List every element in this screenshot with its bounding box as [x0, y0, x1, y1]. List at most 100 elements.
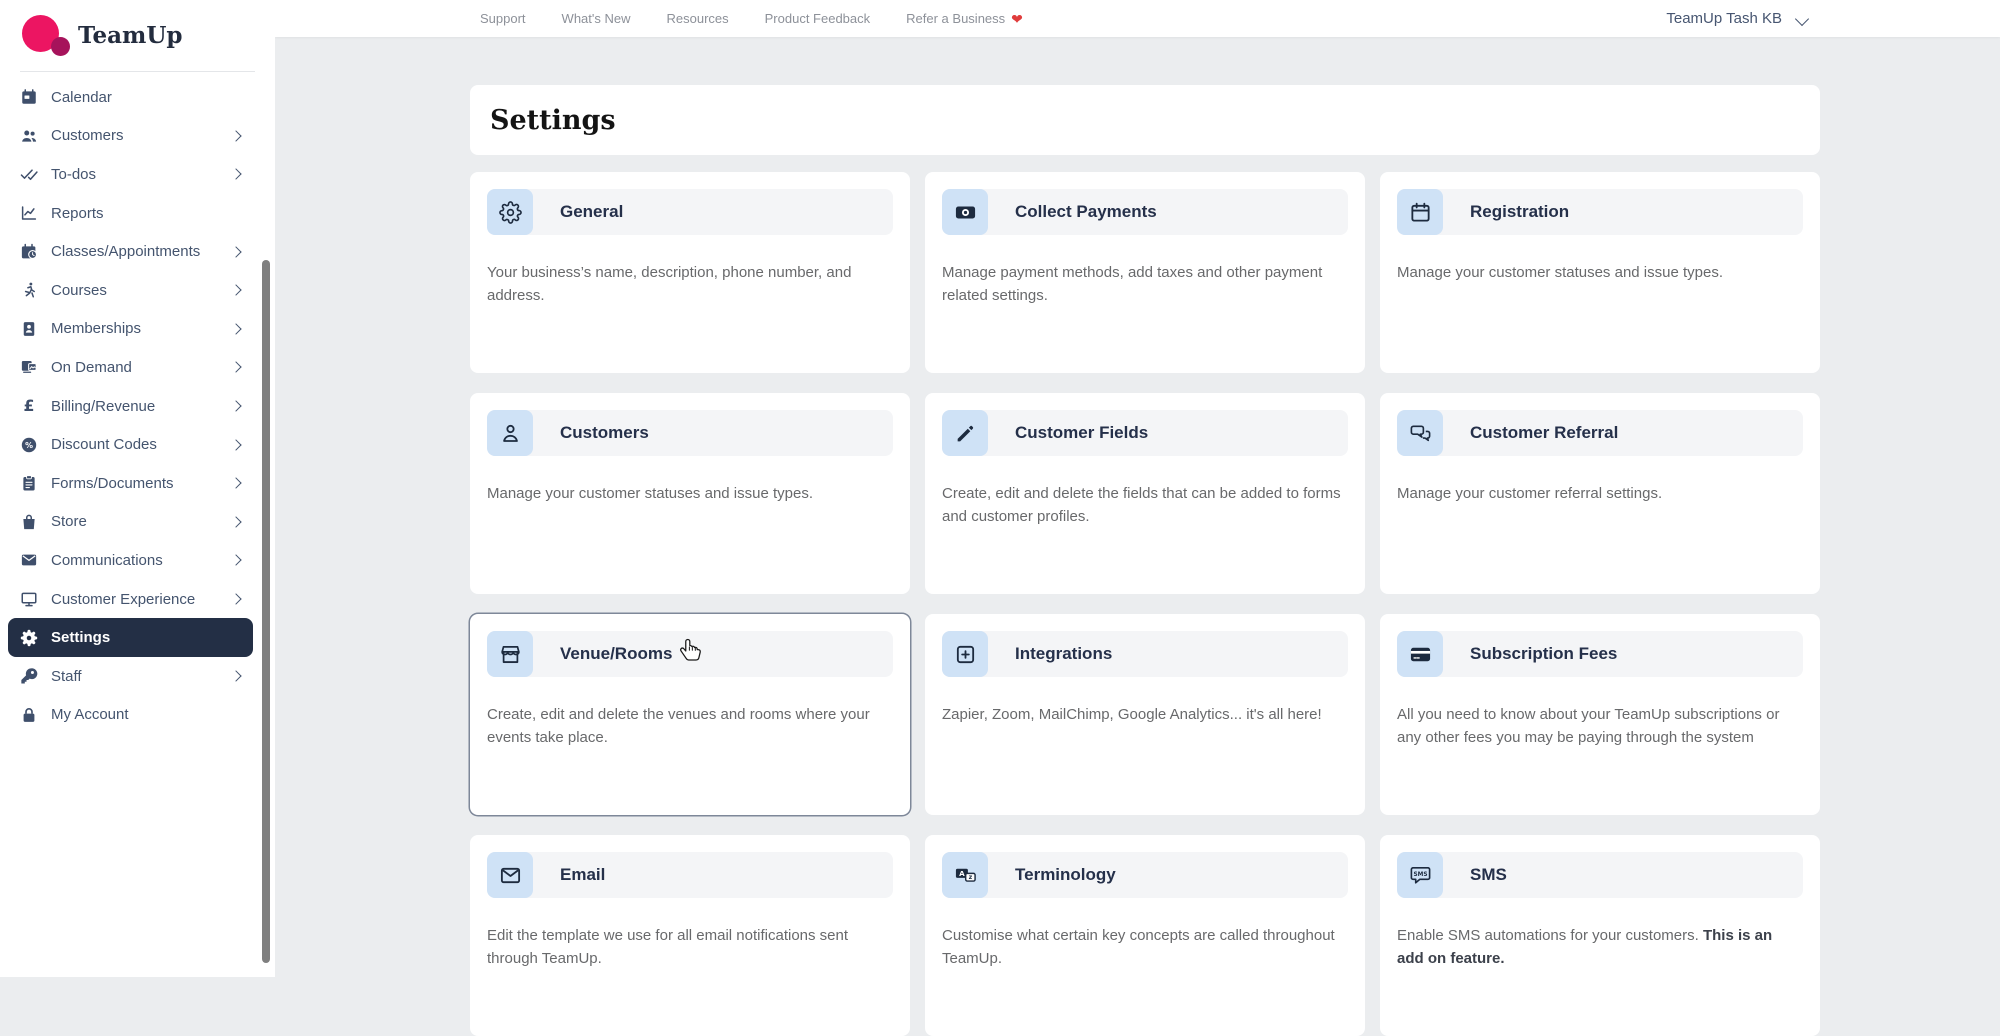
- chevron-right-icon: [231, 477, 243, 489]
- settings-grid: General Your business’s name, descriptio…: [470, 172, 1820, 1036]
- chevron-right-icon: [231, 168, 243, 180]
- chevron-right-icon: [231, 130, 243, 142]
- topnav-product-feedback[interactable]: Product Feedback: [765, 11, 871, 26]
- teamup-logo-icon: [22, 13, 72, 57]
- settings-card-email[interactable]: Email Edit the template we use for all e…: [470, 835, 910, 1036]
- plus-square-icon: [942, 631, 988, 677]
- settings-card-customers[interactable]: Customers Manage your customer statuses …: [470, 393, 910, 594]
- settings-card-venue-rooms[interactable]: Venue/Rooms Create, edit and delete the …: [470, 614, 910, 815]
- settings-card-collect-payments[interactable]: Collect Payments Manage payment methods,…: [925, 172, 1365, 373]
- pound-icon: £: [20, 397, 38, 415]
- page-title: Settings: [490, 105, 616, 136]
- settings-header-card: Settings: [470, 85, 1820, 155]
- sidebar-item-staff[interactable]: Staff: [8, 657, 253, 696]
- svg-text:%: %: [25, 441, 33, 450]
- chevron-right-icon: [231, 400, 243, 412]
- chevron-right-icon: [231, 323, 243, 335]
- account-menu[interactable]: TeamUp Tash KB: [1666, 10, 1810, 27]
- settings-card-registration[interactable]: Registration Manage your customer status…: [1380, 172, 1820, 373]
- sidebar-scrollbar-thumb[interactable]: [262, 260, 270, 963]
- banknote-icon: [942, 189, 988, 235]
- calendar-clock-icon: [20, 243, 38, 261]
- topbar: Support What's New Resources Product Fee…: [275, 0, 2000, 37]
- sidebar-nav: Calendar Customers To-dos Reports Classe…: [0, 78, 253, 734]
- credit-card-icon: [1397, 631, 1443, 677]
- sidebar-item-store[interactable]: Store: [8, 503, 253, 542]
- percent-badge-icon: %: [20, 436, 38, 454]
- chevron-right-icon: [231, 439, 243, 451]
- sidebar-divider: [20, 71, 255, 72]
- key-icon: [20, 667, 38, 685]
- storefront-icon: [487, 631, 533, 677]
- double-check-icon: [20, 165, 38, 183]
- sidebar-item-reports[interactable]: Reports: [8, 194, 253, 233]
- monitor-icon: [20, 590, 38, 608]
- settings-card-integrations[interactable]: Integrations Zapier, Zoom, MailChimp, Go…: [925, 614, 1365, 815]
- sms-bubble-icon: SMS: [1397, 852, 1443, 898]
- card-description: Create, edit and delete the venues and r…: [487, 703, 893, 750]
- sidebar-item-courses[interactable]: Courses: [8, 271, 253, 310]
- chevron-right-icon: [231, 246, 243, 258]
- topnav: Support What's New Resources Product Fee…: [480, 11, 1023, 26]
- chevron-right-icon: [231, 284, 243, 296]
- people-icon: [20, 127, 38, 145]
- chart-line-icon: [20, 204, 38, 222]
- card-description: Customise what certain key concepts are …: [942, 924, 1348, 971]
- sidebar-item-customers[interactable]: Customers: [8, 117, 253, 156]
- envelope-icon: [20, 551, 38, 569]
- sidebar-item-forms-documents[interactable]: Forms/Documents: [8, 464, 253, 503]
- sidebar-item-billing-revenue[interactable]: £ Billing/Revenue: [8, 387, 253, 426]
- sidebar-item-settings[interactable]: Settings: [8, 618, 253, 657]
- chat-bubbles-icon: [1397, 410, 1443, 456]
- card-description: Create, edit and delete the fields that …: [942, 482, 1348, 529]
- svg-text:A: A: [959, 868, 965, 877]
- gear-icon: [20, 629, 38, 647]
- sidebar-item-discount-codes[interactable]: % Discount Codes: [8, 425, 253, 464]
- sidebar-item-memberships[interactable]: Memberships: [8, 310, 253, 349]
- card-description: Manage your customer statuses and issue …: [1397, 261, 1803, 284]
- sidebar-item-on-demand[interactable]: On Demand: [8, 348, 253, 387]
- settings-card-general[interactable]: General Your business’s name, descriptio…: [470, 172, 910, 373]
- id-card-icon: [20, 320, 38, 338]
- topnav-whats-new[interactable]: What's New: [562, 11, 631, 26]
- main-area: Settings General Your business’s name, d…: [275, 37, 2000, 977]
- settings-card-sms[interactable]: SMS SMS Enable SMS automations for your …: [1380, 835, 1820, 1036]
- envelope-outline-icon: [487, 852, 533, 898]
- heart-icon: ❤: [1011, 12, 1023, 26]
- logo-text: TeamUp: [78, 22, 183, 49]
- pencil-icon: [942, 410, 988, 456]
- lock-icon: [20, 706, 38, 724]
- on-demand-icon: [20, 358, 38, 376]
- sidebar-item-communications[interactable]: Communications: [8, 541, 253, 580]
- chevron-right-icon: [231, 554, 243, 566]
- settings-card-subscription-fees[interactable]: Subscription Fees All you need to know a…: [1380, 614, 1820, 815]
- teamup-logo[interactable]: TeamUp: [22, 13, 183, 57]
- chevron-right-icon: [231, 593, 243, 605]
- topnav-support[interactable]: Support: [480, 11, 526, 26]
- account-name: TeamUp Tash KB: [1666, 10, 1782, 27]
- card-description: All you need to know about your TeamUp s…: [1397, 703, 1803, 750]
- settings-card-customer-referral[interactable]: Customer Referral Manage your customer r…: [1380, 393, 1820, 594]
- person-outline-icon: [487, 410, 533, 456]
- card-description: Enable SMS automations for your customer…: [1397, 924, 1803, 971]
- topnav-refer-a-business[interactable]: Refer a Business ❤: [906, 11, 1023, 26]
- calendar-icon: [20, 88, 38, 106]
- sidebar-item-customer-experience[interactable]: Customer Experience: [8, 580, 253, 619]
- gear-outline-icon: [487, 189, 533, 235]
- sidebar-item-my-account[interactable]: My Account: [8, 696, 253, 735]
- chevron-right-icon: [231, 361, 243, 373]
- chevron-right-icon: [231, 670, 243, 682]
- chevron-right-icon: [231, 516, 243, 528]
- card-description: Manage your customer referral settings.: [1397, 482, 1803, 505]
- settings-card-customer-fields[interactable]: Customer Fields Create, edit and delete …: [925, 393, 1365, 594]
- chevron-down-icon: [1796, 14, 1810, 24]
- sidebar-item-classes-appointments[interactable]: Classes/Appointments: [8, 232, 253, 271]
- sidebar-item-todos[interactable]: To-dos: [8, 155, 253, 194]
- card-description: Manage payment methods, add taxes and ot…: [942, 261, 1348, 308]
- topnav-resources[interactable]: Resources: [667, 11, 729, 26]
- sidebar-item-calendar[interactable]: Calendar: [8, 78, 253, 117]
- svg-text:z: z: [968, 874, 972, 881]
- card-description: Manage your customer statuses and issue …: [487, 482, 893, 505]
